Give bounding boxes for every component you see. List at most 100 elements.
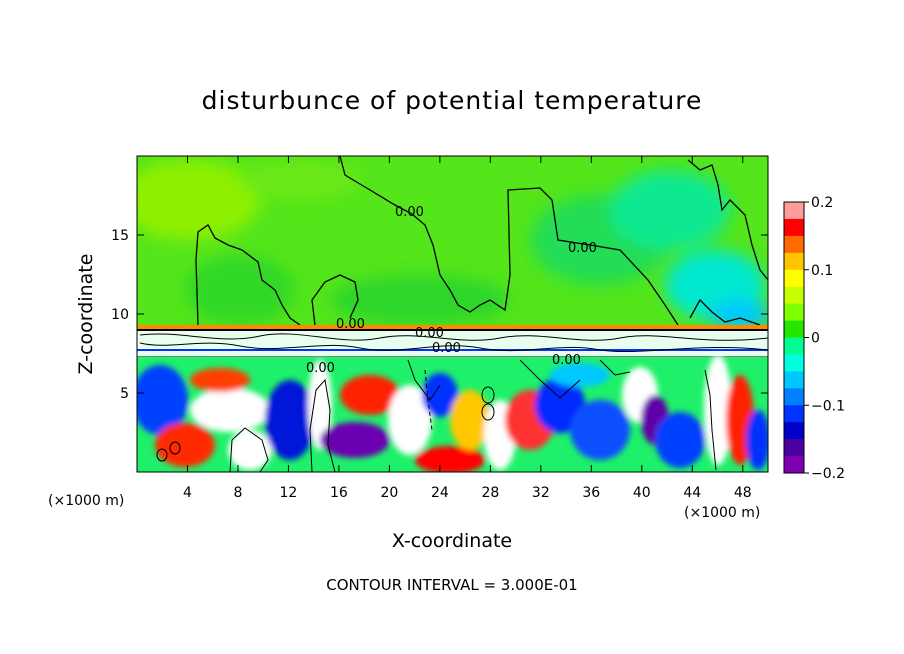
lower-blob <box>320 422 390 458</box>
contour-line <box>139 333 768 341</box>
colorbar-swatch <box>784 202 804 220</box>
contour-line <box>407 359 441 401</box>
contour-label: 0.00 <box>568 241 597 256</box>
colorbar-swatch <box>784 303 804 322</box>
x-tick-label: 36 <box>582 485 600 501</box>
colorbar-swatch <box>784 388 804 406</box>
colorbar-swatch <box>784 320 804 338</box>
band-top-stripe <box>137 325 768 329</box>
colorbar-swatch <box>784 337 804 355</box>
colorbar <box>784 202 804 474</box>
colorbar-swatch <box>784 456 804 474</box>
colorbar-swatch <box>784 439 804 457</box>
lower-blob <box>155 423 215 467</box>
y-tick-label: 10 <box>111 307 129 323</box>
upper-blob <box>610 170 730 250</box>
x-tick-label: 44 <box>683 485 701 501</box>
x-unit-note-left: (×1000 m) <box>48 493 124 509</box>
contour-line <box>229 427 269 472</box>
y-axis-ticks: 5 10 15 <box>111 228 768 402</box>
x-tick-label: 40 <box>633 485 651 501</box>
contour-line <box>195 224 301 326</box>
x-tick-label: 8 <box>233 485 242 501</box>
colorbar-swatch <box>784 252 804 271</box>
x-tick-label: 12 <box>280 485 298 501</box>
lower-blob <box>137 365 188 435</box>
contour-line <box>687 159 768 281</box>
lower-blob <box>388 385 432 455</box>
contour-label: 0.00 <box>395 205 424 220</box>
x-tick-label: 16 <box>330 485 348 501</box>
colorbar-tick-label: −0.2 <box>811 466 845 482</box>
y-tick-label: 15 <box>111 228 129 244</box>
lower-blob <box>655 412 705 468</box>
contour-line <box>481 386 495 404</box>
lower-blob <box>190 388 270 432</box>
lower-blob <box>550 363 610 387</box>
contour-line <box>519 359 581 399</box>
lower-blob <box>704 355 732 465</box>
contour-line <box>689 298 761 326</box>
colorbar-tick-label: 0.2 <box>811 195 833 211</box>
contour-line <box>309 378 336 472</box>
colorbar-tick-label: −0.1 <box>811 398 845 414</box>
y-axis-label: Z-coordinate <box>75 254 97 375</box>
colorbar-swatch <box>784 286 804 305</box>
contour-line <box>481 403 495 421</box>
upper-blob <box>240 160 360 200</box>
colorbar-swatch <box>784 218 804 237</box>
lower-blob <box>450 390 490 450</box>
x-tick-label: 32 <box>532 485 550 501</box>
upper-blob <box>137 160 260 240</box>
colorbar-swatch <box>784 235 804 254</box>
x-axis-label: X-coordinate <box>392 530 512 552</box>
lower-blob <box>570 400 630 460</box>
contour-label: 0.00 <box>552 353 581 368</box>
contour-line <box>339 156 679 326</box>
contour-label: 0.00 <box>306 361 335 376</box>
upper-blob <box>185 255 295 325</box>
x-tick-label: 4 <box>183 485 192 501</box>
contour-line <box>311 274 359 326</box>
y-tick-label: 5 <box>120 386 129 402</box>
x-tick-label: 24 <box>431 485 449 501</box>
colorbar-swatch <box>784 405 804 423</box>
lower-blob <box>422 373 458 417</box>
contour-line <box>139 342 768 353</box>
lower-blob <box>190 368 250 392</box>
colorbar-ticks: 0.2 0.1 0 −0.1 −0.2 <box>804 195 845 482</box>
contour-line <box>599 359 631 376</box>
x-tick-label: 48 <box>734 485 752 501</box>
upper-blob <box>330 275 510 325</box>
x-tick-label: 20 <box>380 485 398 501</box>
colorbar-swatch <box>784 422 804 440</box>
colorbar-swatch <box>784 354 804 372</box>
colorbar-swatch <box>784 371 804 389</box>
chart-title: disturbunce of potential temperature <box>201 86 703 115</box>
x-tick-label: 28 <box>481 485 499 501</box>
contour-line <box>156 448 168 462</box>
lower-contours <box>156 359 717 472</box>
lower-blob <box>228 430 272 470</box>
upper-contours <box>195 156 768 326</box>
band-bottom-stripe <box>137 349 768 351</box>
contour-line <box>169 441 181 455</box>
colorbar-tick-label: 0.1 <box>811 263 833 279</box>
contour-label: 0.00 <box>432 341 461 356</box>
contour-label: 0.00 <box>336 317 365 332</box>
lower-blob <box>746 410 768 470</box>
lower-blob <box>415 446 485 472</box>
lower-blob <box>265 380 315 460</box>
contour-line <box>704 369 717 471</box>
colorbar-tick-label: 0 <box>811 331 820 347</box>
band-top-line <box>137 329 768 331</box>
lower-blob <box>308 360 332 450</box>
x-axis-ticks: 4 8 12 16 20 24 28 32 36 40 44 48 <box>183 156 752 501</box>
contour-line <box>424 369 433 431</box>
x-unit-note-right: (×1000 m) <box>684 505 760 521</box>
lower-blob <box>340 375 400 415</box>
contour-label: 0.00 <box>415 326 444 341</box>
heatmap-field: 0.00 0.00 0.00 0.00 0.00 0.00 0.00 <box>137 156 768 472</box>
colorbar-swatch <box>784 269 804 288</box>
